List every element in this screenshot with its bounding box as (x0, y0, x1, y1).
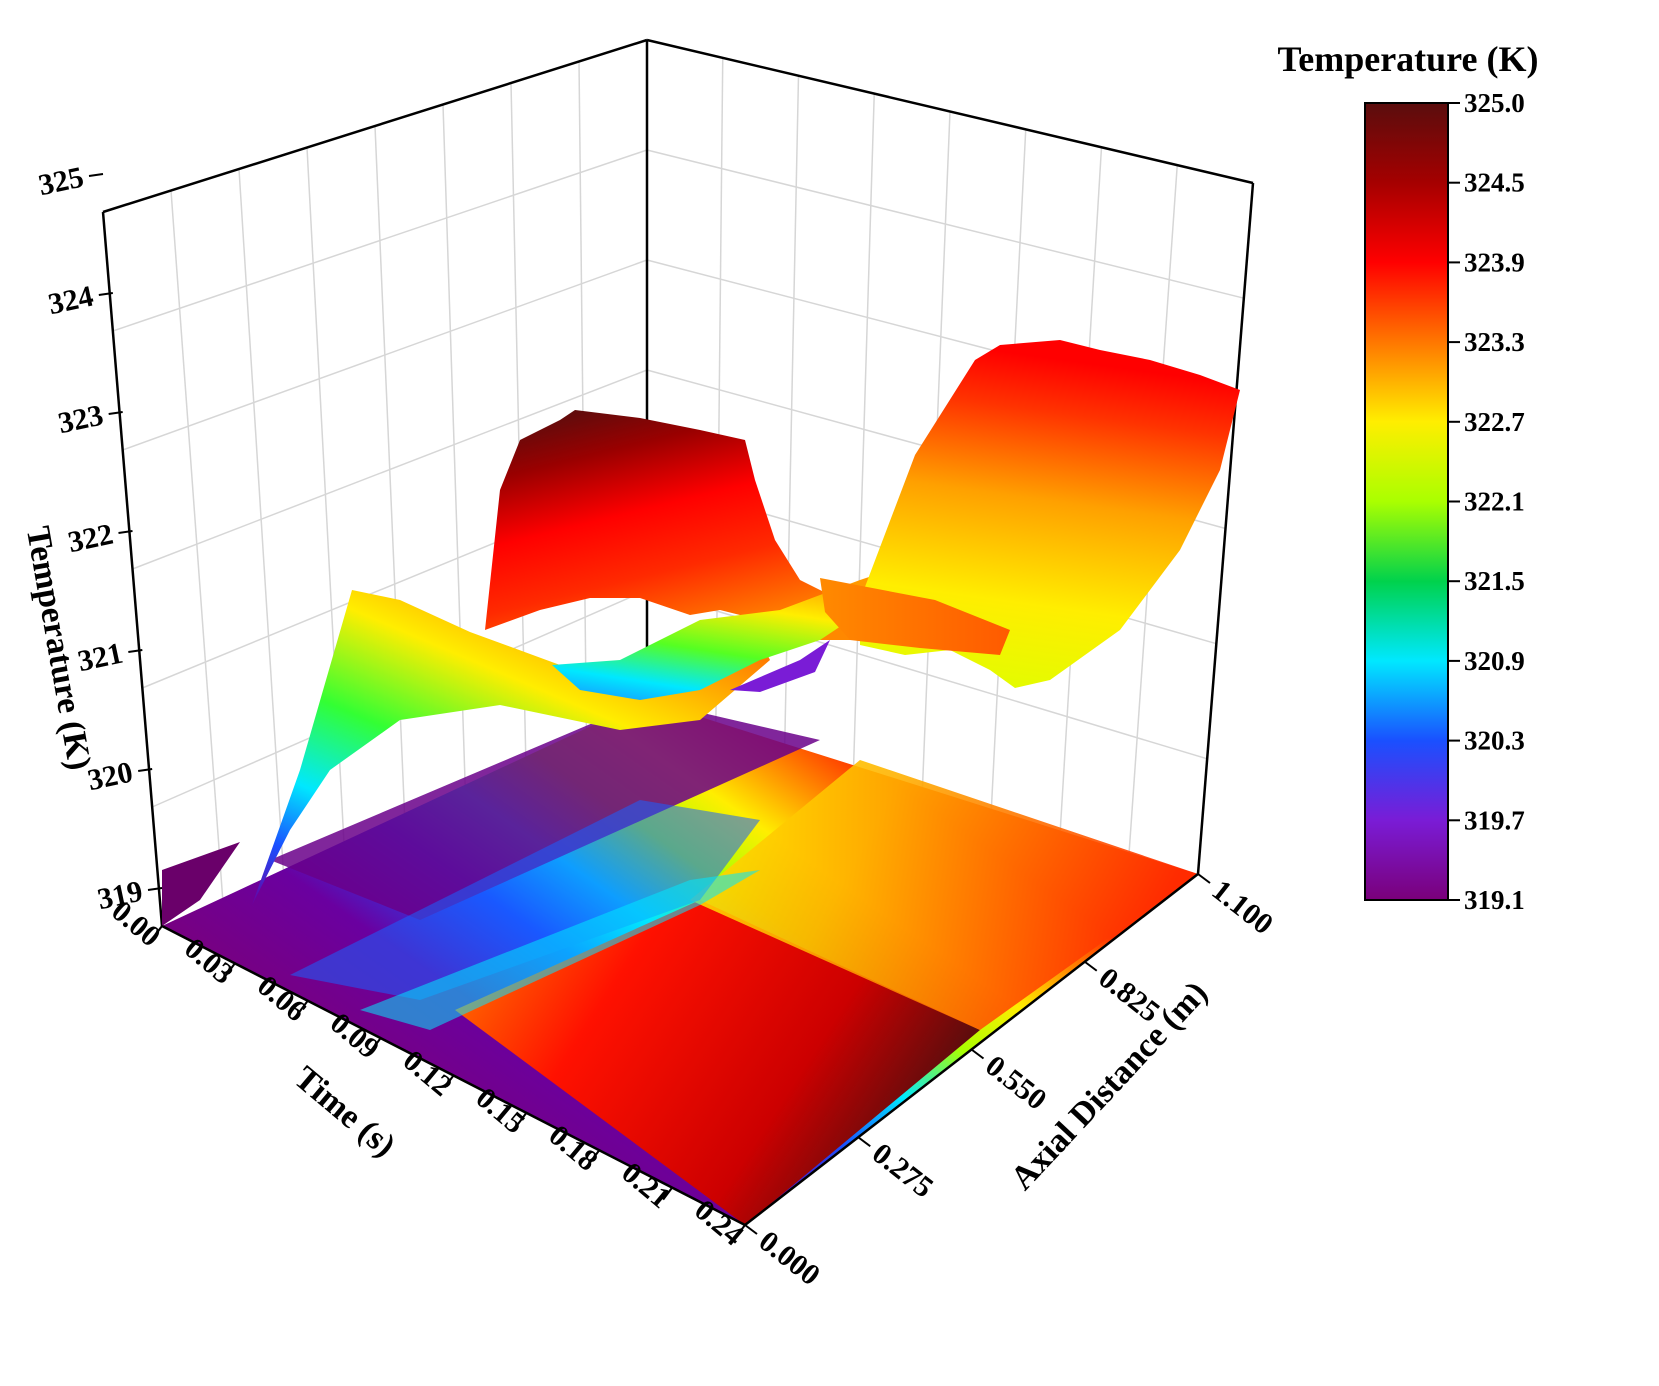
floor-purple-top (270, 700, 820, 920)
floor-blue-band (290, 800, 760, 1000)
colorbar-tick-label: 320.9 (1464, 646, 1525, 676)
distance-tick-mark (1197, 873, 1211, 884)
z-tick-mark (108, 411, 123, 415)
z-tick-label: 322 (65, 518, 116, 560)
z-tick-label: 324 (45, 280, 96, 322)
time-tick-mark (516, 1112, 528, 1126)
time-tick-mark (370, 1037, 382, 1051)
floor-yellow-band (690, 760, 1198, 1030)
gridline-left-wall-time (578, 61, 588, 729)
distance-tick-mark (857, 1136, 871, 1148)
colorbar-tick-label: 319.1 (1464, 885, 1525, 915)
time-axis-title: Time (s) (287, 1059, 402, 1164)
colorbar-tick-label: 324.5 (1464, 168, 1525, 198)
time-tick-mark (589, 1149, 601, 1163)
floor-cyan-band (360, 870, 760, 1030)
gridline-right-wall-distance (715, 57, 724, 722)
time-tick-mark (443, 1074, 455, 1089)
surface-flat-step (820, 578, 1010, 655)
colorbar-tick-label: 323.3 (1464, 327, 1525, 357)
floor-purple-corner (162, 842, 240, 926)
distance-tick-label: 0.000 (753, 1225, 827, 1293)
distance-tick-mark (744, 1224, 758, 1235)
z-tick-mark (128, 649, 143, 653)
z-tick-mark (118, 530, 133, 534)
temperature-surface (252, 340, 1240, 905)
time-tick-mark (297, 1000, 309, 1014)
colorbar-tick-label: 319.7 (1464, 805, 1525, 835)
z-tick-mark (88, 173, 104, 177)
colorbar-tick-label: 322.1 (1464, 487, 1525, 517)
time-tick-mark (225, 962, 236, 976)
surface-purple-fold (730, 640, 830, 692)
z-tick-mark (138, 768, 153, 772)
z-tick-label: 325 (36, 161, 87, 203)
gridline-left-wall-time (238, 168, 284, 870)
distance-tick-label: 1.100 (1206, 874, 1280, 942)
colorbar-tick-label: 322.7 (1464, 407, 1525, 437)
colorbar-tick-label: 321.5 (1464, 566, 1525, 596)
distance-tick-mark (970, 1048, 985, 1060)
colorbar: Temperature (K) 325.0 324.5 323.9 323.3 322.… (1278, 39, 1539, 915)
distance-tick-label: 0.275 (866, 1137, 940, 1205)
time-tick-mark (735, 1224, 746, 1238)
time-tick-mark (152, 925, 163, 939)
distance-tick-mark (1084, 960, 1098, 972)
time-tick-mark (662, 1187, 673, 1201)
z-tick-mark (147, 887, 163, 891)
surface-right-trough (860, 340, 1240, 688)
z-tick-label: 321 (75, 637, 126, 679)
colorbar-bar (1364, 102, 1449, 901)
z-tick-label: 323 (55, 399, 106, 441)
floor-warm-band (455, 900, 980, 1225)
surface-central-hump (485, 410, 860, 640)
z-tick-mark (98, 292, 113, 296)
gridline-left-wall-time (510, 82, 527, 757)
colorbar-tick-label: 325.0 (1464, 88, 1525, 118)
surface-left-wing (252, 590, 770, 905)
gridline-right-wall-distance (852, 93, 875, 766)
distance-tick-label: 0.550 (979, 1049, 1053, 1117)
colorbar-ticks: 325.0 324.5 323.9 323.3 322.7 322.1 321.5 320.9… (1448, 88, 1525, 915)
colorbar-title: Temperature (K) (1278, 39, 1539, 79)
gridline-left-wall-time (170, 190, 224, 898)
colorbar-tick-label: 320.3 (1464, 726, 1525, 756)
colorbar-tick-label: 323.9 (1464, 247, 1525, 277)
floor-contour-map (161, 700, 1199, 1227)
